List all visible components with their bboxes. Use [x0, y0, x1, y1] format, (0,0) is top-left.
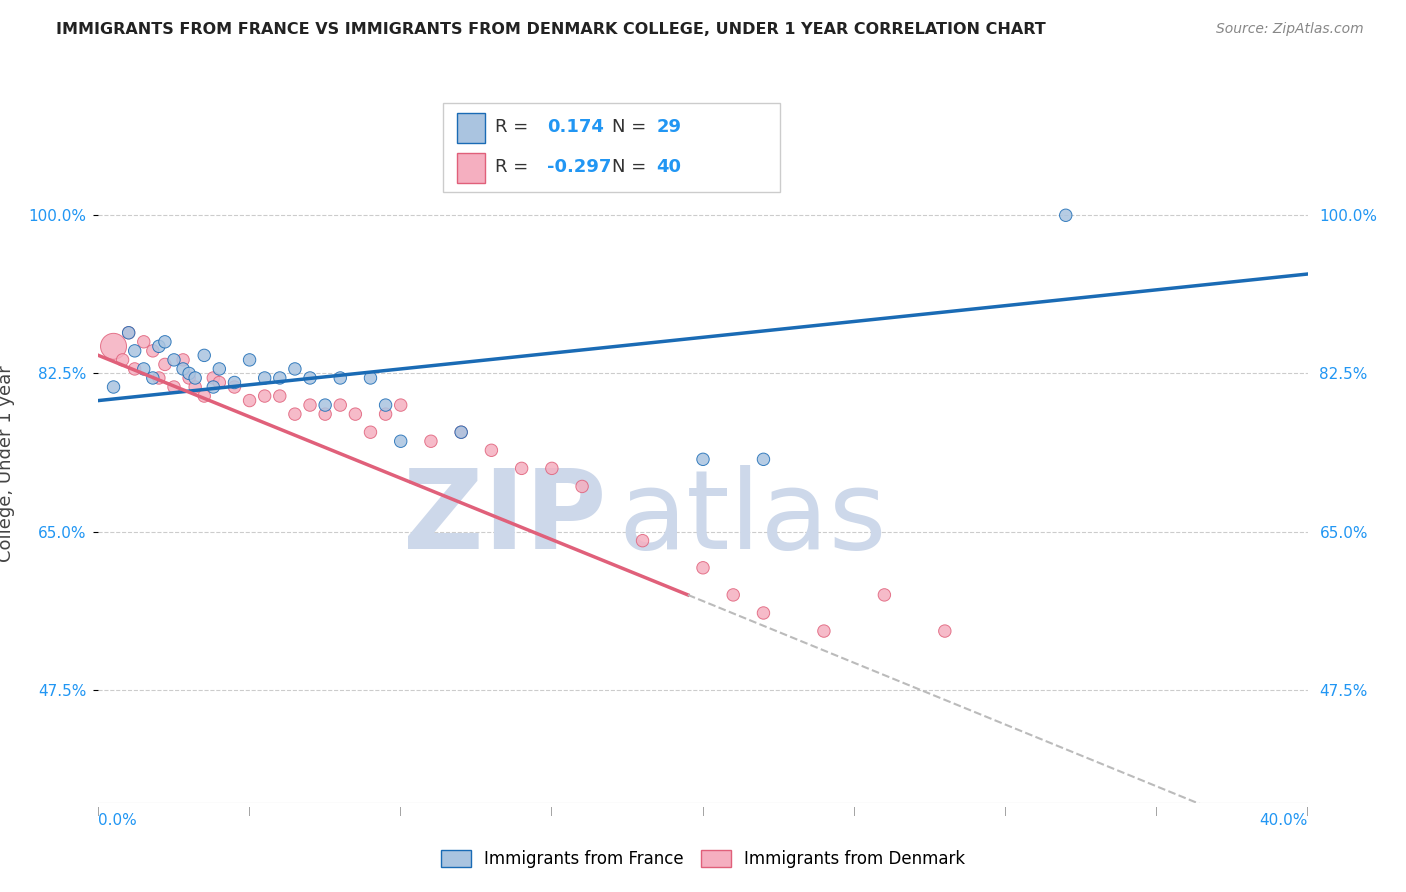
Text: |: | [1306, 807, 1309, 816]
Text: atlas: atlas [619, 465, 887, 572]
Point [420, 434, 443, 449]
Point [179, 367, 201, 381]
Point [299, 398, 322, 412]
Point [193, 389, 215, 403]
Point [314, 407, 336, 421]
Point [752, 606, 775, 620]
Point [389, 398, 412, 412]
Text: ZIP: ZIP [404, 465, 606, 572]
Point [202, 371, 225, 385]
Point [208, 376, 231, 390]
Point [450, 425, 472, 440]
Point [631, 533, 654, 548]
Point [389, 434, 412, 449]
Point [934, 624, 956, 638]
Point [132, 362, 155, 376]
Text: |: | [852, 807, 856, 816]
Point [269, 389, 291, 403]
Text: 0.0%: 0.0% [98, 814, 138, 828]
Point [752, 452, 775, 467]
Point [239, 393, 262, 408]
Point [481, 443, 503, 458]
Point [374, 407, 396, 421]
Point [202, 380, 225, 394]
Point [284, 362, 307, 376]
Point [132, 334, 155, 349]
Text: |: | [1154, 807, 1159, 816]
Point [1054, 208, 1077, 222]
Point [148, 371, 170, 385]
Point [692, 561, 714, 575]
Point [142, 371, 165, 385]
Text: 0.174: 0.174 [547, 118, 603, 136]
Point [450, 425, 472, 440]
Point [103, 339, 125, 353]
Point [163, 380, 186, 394]
Point [253, 371, 276, 385]
Point [692, 452, 714, 467]
Point [224, 380, 246, 394]
Point [723, 588, 745, 602]
Point [142, 343, 165, 358]
Point [193, 348, 215, 362]
Text: N =: N = [612, 118, 645, 136]
Point [163, 352, 186, 367]
Text: R =: R = [495, 158, 529, 176]
Point [873, 588, 896, 602]
Point [124, 343, 146, 358]
Point [153, 358, 176, 372]
Text: IMMIGRANTS FROM FRANCE VS IMMIGRANTS FROM DENMARK COLLEGE, UNDER 1 YEAR CORRELAT: IMMIGRANTS FROM FRANCE VS IMMIGRANTS FRO… [56, 22, 1046, 37]
Point [360, 425, 382, 440]
Point [571, 479, 593, 493]
Point [224, 376, 246, 390]
Point [329, 398, 352, 412]
Point [124, 362, 146, 376]
Point [540, 461, 562, 475]
Point [184, 380, 207, 394]
Point [208, 362, 231, 376]
Point [299, 371, 322, 385]
Point [179, 371, 201, 385]
Point [344, 407, 367, 421]
Point [153, 334, 176, 349]
Point [374, 398, 396, 412]
Point [360, 371, 382, 385]
Text: 29: 29 [657, 118, 682, 136]
Text: |: | [1004, 807, 1007, 816]
Point [314, 398, 336, 412]
Point [269, 371, 291, 385]
Text: |: | [550, 807, 554, 816]
Point [118, 326, 141, 340]
Y-axis label: College, Under 1 year: College, Under 1 year [0, 366, 14, 562]
Text: N =: N = [612, 158, 645, 176]
Point [111, 352, 134, 367]
Point [172, 362, 194, 376]
Point [148, 339, 170, 353]
Text: |: | [97, 807, 100, 816]
Text: 40.0%: 40.0% [1260, 814, 1308, 828]
Text: -0.297: -0.297 [547, 158, 612, 176]
Text: Source: ZipAtlas.com: Source: ZipAtlas.com [1216, 22, 1364, 37]
Text: R =: R = [495, 118, 529, 136]
Point [813, 624, 835, 638]
Legend: Immigrants from France, Immigrants from Denmark: Immigrants from France, Immigrants from … [434, 843, 972, 875]
Point [239, 352, 262, 367]
Point [103, 380, 125, 394]
Text: |: | [399, 807, 402, 816]
Point [253, 389, 276, 403]
Text: |: | [247, 807, 252, 816]
Text: |: | [702, 807, 704, 816]
Point [510, 461, 533, 475]
Text: 40: 40 [657, 158, 682, 176]
Point [329, 371, 352, 385]
Point [118, 326, 141, 340]
Point [284, 407, 307, 421]
Point [184, 371, 207, 385]
Point [172, 352, 194, 367]
